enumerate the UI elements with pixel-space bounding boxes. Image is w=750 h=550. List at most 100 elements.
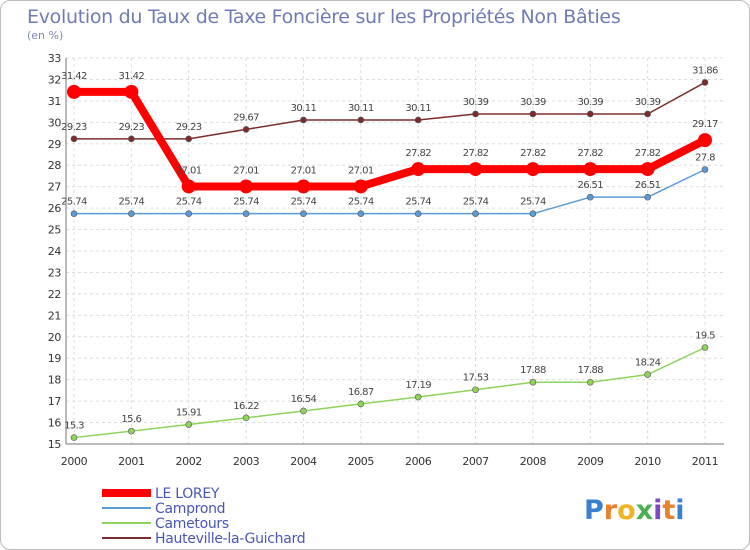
data-point	[472, 110, 479, 118]
data-point	[414, 210, 422, 217]
series-line	[70, 87, 709, 191]
data-label: 16.54	[291, 394, 317, 405]
y-tick-label: 27	[48, 181, 62, 194]
legend-entry: LE LOREY	[155, 486, 220, 502]
data-label: 16.22	[233, 401, 259, 412]
axis-layer: 15 16 17 18 19 20 21 22 23 24 25 26 27 28 29 30 31 32 33 20…	[48, 52, 724, 468]
series-line	[73, 346, 706, 439]
data-label: 18.24	[635, 358, 661, 369]
y-tick-label: 19	[48, 352, 62, 365]
data-label-layer: 29.23 29.23 29.23 29.67 30.11 30.11 30.11 30.39…	[61, 65, 718, 431]
y-tick-label: 26	[48, 202, 62, 215]
data-point	[128, 210, 135, 217]
data-label: 25.74	[520, 197, 546, 208]
data-point	[357, 400, 365, 408]
y-tick-label: 25	[48, 224, 62, 237]
data-label: 31.42	[119, 71, 145, 82]
chart-title: Evolution du Taux de Taxe Foncière sur l…	[27, 6, 621, 28]
logo-letter: o	[617, 495, 636, 526]
data-label: 15.6	[121, 414, 141, 425]
data-point	[701, 79, 709, 86]
data-point	[586, 110, 594, 118]
data-label: 29.23	[176, 122, 202, 133]
data-point	[644, 193, 651, 201]
data-point	[586, 378, 594, 386]
data-label: 25.74	[119, 197, 145, 208]
data-label: 29.23	[119, 122, 145, 133]
x-tick-label: 2004	[290, 455, 317, 468]
data-label: 31.86	[692, 65, 718, 76]
data-label: 19.5	[695, 331, 715, 342]
data-label: 15.3	[64, 421, 84, 432]
x-tick-label: 2007	[462, 455, 489, 468]
data-label: 30.39	[520, 97, 546, 108]
x-tick-label: 2003	[233, 455, 260, 468]
y-tick-label: 16	[48, 417, 62, 430]
data-point	[357, 116, 365, 124]
series-camprond	[70, 166, 709, 217]
data-label: 17.19	[405, 380, 431, 391]
x-tick-label: 2006	[405, 455, 432, 468]
y-tick-label: 23	[48, 266, 62, 279]
data-label: 27.82	[463, 148, 489, 159]
data-point	[414, 116, 422, 124]
data-label: 30.39	[577, 97, 603, 108]
data-label: 30.11	[348, 103, 374, 114]
data-point	[70, 434, 78, 441]
x-tick-label: 2008	[520, 455, 547, 468]
logo-letter: i	[653, 495, 662, 526]
data-label: 16.87	[348, 387, 374, 398]
y-tick-label: 24	[48, 245, 62, 258]
data-label: 29.17	[692, 119, 718, 130]
data-point	[583, 162, 598, 177]
data-label: 27.82	[520, 148, 546, 159]
y-tick-label: 32	[48, 73, 61, 86]
data-label: 17.53	[463, 373, 489, 384]
data-point	[529, 110, 537, 118]
data-point	[181, 179, 196, 194]
y-tick-label: 21	[48, 309, 61, 322]
data-point	[701, 344, 709, 351]
y-tick-label: 20	[48, 331, 62, 344]
data-label: 27.8	[695, 153, 715, 164]
data-point	[300, 407, 307, 415]
y-tick-label: 31	[48, 95, 61, 108]
logo-letter: r	[604, 495, 618, 526]
data-point	[124, 84, 139, 99]
data-point	[67, 84, 81, 99]
data-point	[128, 427, 135, 435]
data-label: 25.74	[405, 197, 431, 208]
series-le-lorey	[67, 84, 712, 194]
legend-entry: Cametours	[155, 516, 229, 532]
data-label: 27.82	[577, 148, 603, 159]
data-point	[525, 162, 540, 177]
legend-entry: Camprond	[155, 501, 225, 517]
data-point	[529, 210, 537, 217]
data-point	[242, 126, 250, 133]
data-label: 30.39	[635, 97, 661, 108]
data-point	[586, 193, 594, 201]
y-tick-label: 17	[48, 395, 62, 408]
data-label: 25.74	[348, 197, 374, 208]
data-point	[185, 210, 193, 217]
brand-logo: Proxiti	[584, 495, 685, 526]
data-point	[698, 133, 712, 148]
data-label: 17.88	[520, 365, 546, 376]
x-tick-label: 2001	[118, 455, 144, 468]
data-label: 27.01	[176, 165, 202, 176]
data-point	[300, 210, 307, 217]
data-point	[185, 135, 193, 143]
data-point	[300, 116, 307, 124]
data-point	[128, 135, 135, 143]
data-point	[472, 386, 479, 394]
data-label: 25.74	[291, 197, 317, 208]
data-point	[70, 135, 78, 143]
data-label: 17.88	[577, 365, 603, 376]
data-point	[242, 414, 250, 422]
data-label: 30.11	[405, 103, 431, 114]
data-point	[70, 210, 78, 217]
data-point	[357, 210, 365, 217]
data-label: 25.74	[233, 197, 259, 208]
